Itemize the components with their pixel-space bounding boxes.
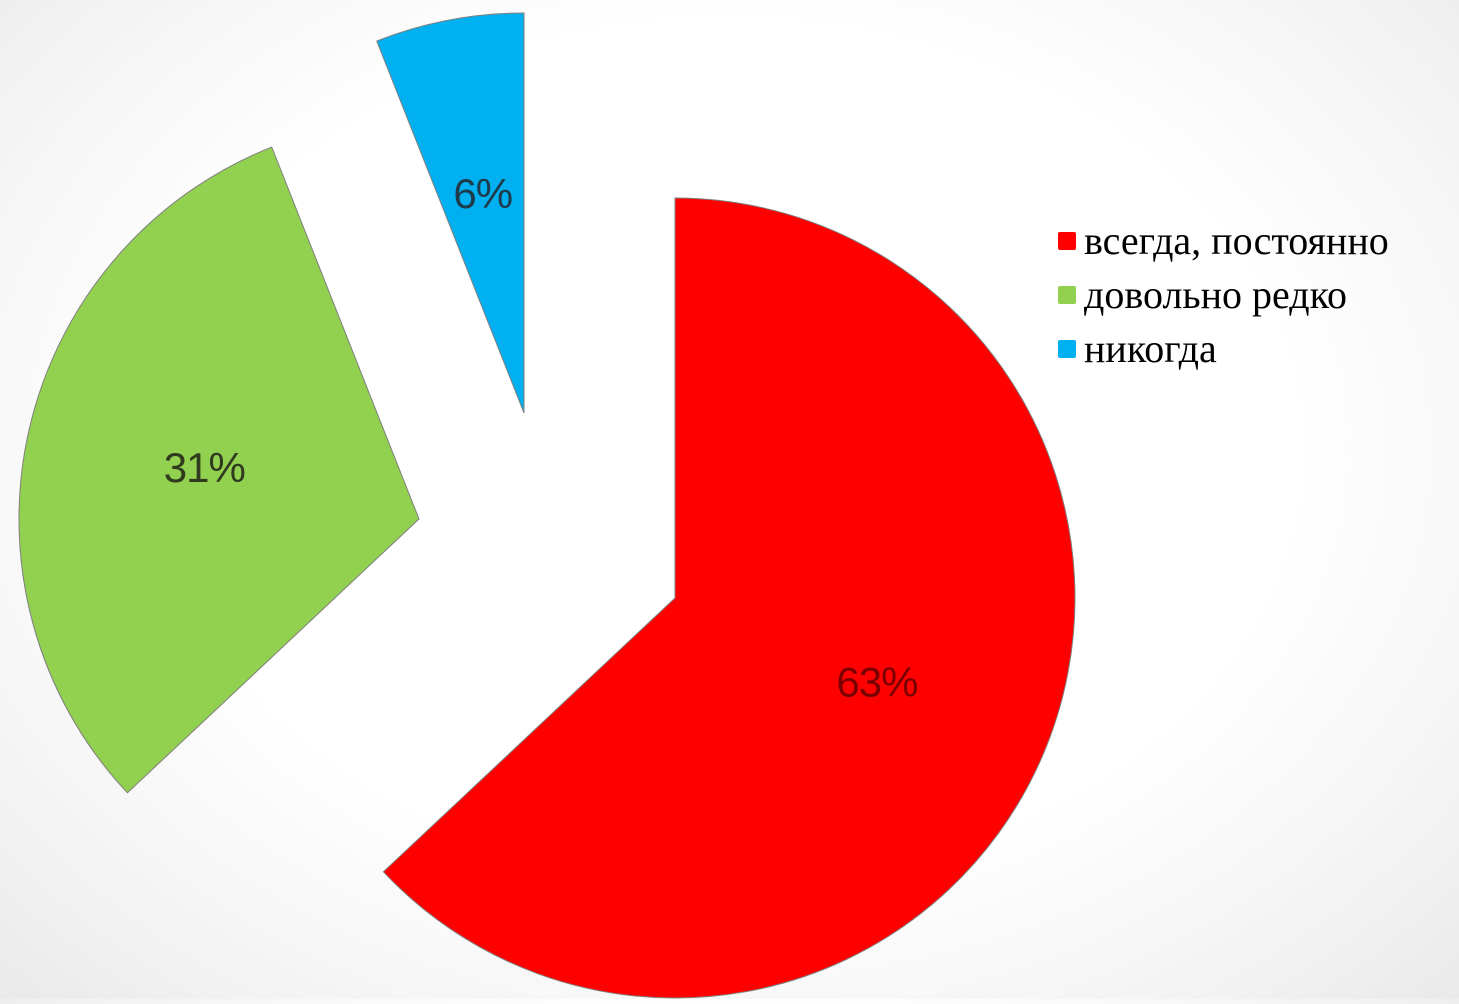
pie-slice-always xyxy=(382,197,1076,999)
pie-slice-rarely xyxy=(18,146,420,794)
legend-label-rarely: довольно редко xyxy=(1084,272,1348,317)
legend-item-rarely: довольно редко xyxy=(1058,268,1389,322)
pie-labels: 63% 31% 6% xyxy=(164,170,919,705)
legend-swatch-never xyxy=(1058,340,1076,358)
legend-item-never: никогда xyxy=(1058,322,1389,376)
legend-label-always: всегда, постоянно xyxy=(1084,218,1389,263)
legend-swatch-rarely xyxy=(1058,286,1076,304)
legend: всегда, постоянно довольно редко никогда xyxy=(1058,214,1389,376)
legend-label-never: никогда xyxy=(1084,326,1217,371)
data-label-never: 6% xyxy=(453,170,512,217)
data-label-rarely: 31% xyxy=(164,444,245,491)
legend-swatch-always xyxy=(1058,232,1076,250)
data-label-always: 63% xyxy=(836,658,917,705)
legend-item-always: всегда, постоянно xyxy=(1058,214,1389,268)
pie-slice-never xyxy=(376,12,525,414)
pie-slices xyxy=(18,12,1076,999)
